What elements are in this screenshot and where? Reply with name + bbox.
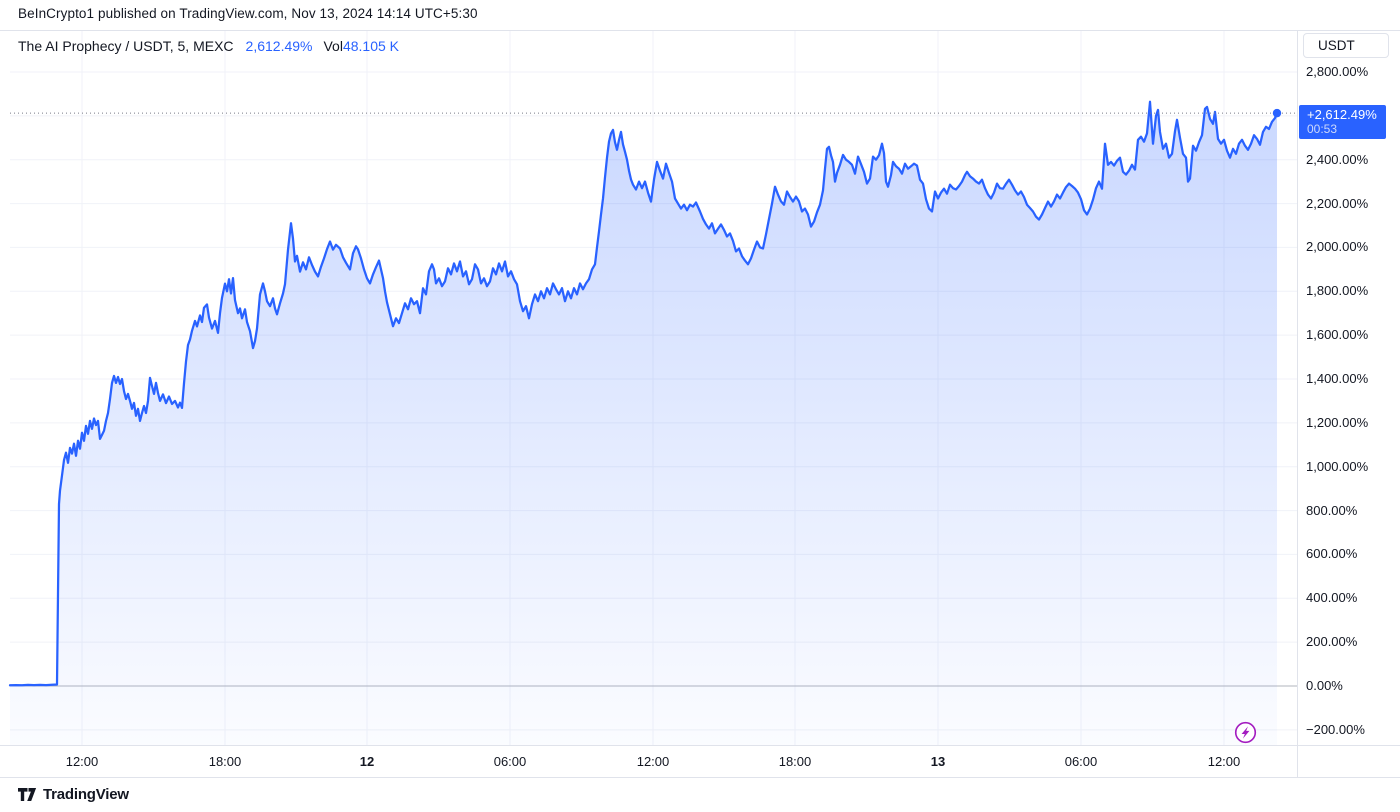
price-line [8,100,1279,687]
tradingview-logo-icon [18,787,37,801]
area-fill [10,101,1277,746]
countdown-timer: 00:53 [1307,122,1338,136]
time-scale-border [0,745,1400,746]
time-scale-label: 12 [359,754,375,769]
time-scale-label: 06:00 [493,754,527,769]
price-scale-border [1297,31,1298,777]
lightning-bolt-glyph [1241,726,1250,739]
time-scale-label: 12:00 [636,754,670,769]
time-scale-label: 06:00 [1064,754,1098,769]
volume-label: Vol [323,38,343,54]
footer-bar: TradingView [0,777,1400,812]
volume-value: 48.105 K [342,38,400,54]
time-scale[interactable]: 12:00 18:00 12 06:00 12:00 18:00 13 06:00 12:00 [0,745,1297,777]
chart-legend[interactable]: The AI Prophecy / USDT, 5, MEXC 2,612.49… [18,37,399,55]
symbol-title: The AI Prophecy / USDT, 5, MEXC [18,38,234,54]
tradingview-logo[interactable]: TradingView [18,786,129,803]
last-price-value: +2,612.49% [1307,107,1377,122]
chart-region: 2,800.00% 2,400.00% 2,200.00% 2,000.00% 1,80… [0,31,1400,777]
time-scale-label: 12:00 [65,754,99,769]
publisher-header: BeInCrypto1 published on TradingView.com… [0,0,1400,31]
publisher-text: BeInCrypto1 published on TradingView.com… [18,6,478,21]
change-percent: 2,612.49% [245,38,313,54]
currency-unit-button[interactable]: USDT [1303,33,1389,58]
last-price-dot [1272,108,1282,118]
boost-lightning-icon[interactable] [1234,721,1257,744]
tradingview-logo-text: TradingView [43,786,129,803]
time-scale-label: 12:00 [1207,754,1241,769]
currency-unit-label: USDT [1318,38,1355,53]
time-scale-label: 18:00 [208,754,242,769]
time-scale-label: 18:00 [778,754,812,769]
last-price-badge: +2,612.49% 00:53 [1299,105,1386,139]
time-scale-label: 13 [930,754,946,769]
